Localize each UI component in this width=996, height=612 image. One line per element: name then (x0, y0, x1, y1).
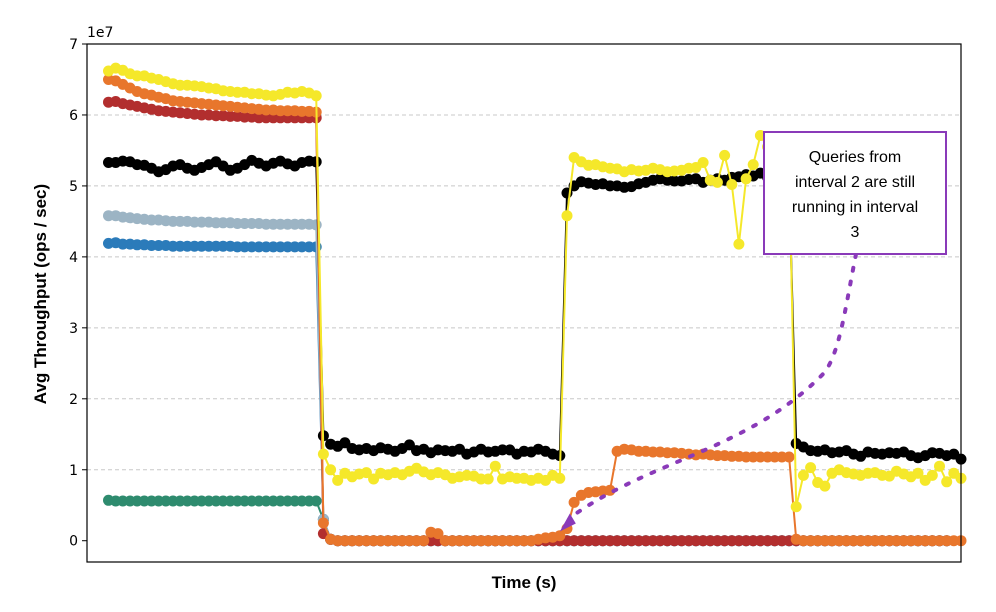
series-orange (103, 74, 967, 547)
data-point (941, 476, 953, 488)
y-tick-label: 6 (69, 108, 78, 124)
data-point (719, 149, 731, 161)
data-point (790, 501, 802, 513)
data-point (726, 179, 738, 190)
series-line-teal (108, 499, 947, 542)
data-point (332, 474, 344, 486)
series-line-blue (108, 241, 947, 542)
y-tick-label: 7 (69, 37, 78, 53)
annotation-text-line: 3 (851, 224, 860, 241)
series-yellow (103, 62, 967, 513)
data-point (934, 460, 945, 472)
data-point (783, 451, 795, 463)
data-point (310, 495, 322, 507)
y-tick-label: 0 (69, 534, 78, 550)
series-layer (103, 62, 967, 547)
data-point (432, 528, 444, 540)
annotation-arrow (569, 252, 858, 519)
data-point (819, 480, 831, 492)
data-point (310, 90, 322, 102)
y-tick-label: 5 (69, 179, 78, 195)
x-axis-label: Time (s) (492, 573, 557, 592)
y-tick-label: 4 (69, 250, 78, 266)
annotation-text-line: Queries from (809, 149, 901, 166)
y-tick-label: 2 (69, 392, 78, 408)
data-point (489, 460, 501, 472)
data-point (360, 467, 372, 479)
data-point (697, 157, 709, 168)
data-point (310, 219, 322, 231)
data-point (554, 530, 566, 542)
y-tick-label: 3 (69, 321, 78, 337)
y-axis-ticks: 0 1 2 3 4 5 6 7 (69, 37, 87, 550)
data-point (747, 159, 759, 171)
data-point (418, 535, 430, 547)
annotation-layer: Queries from interval 2 are still running … (559, 131, 947, 532)
y-offset-label: 1e7 (87, 25, 113, 41)
data-point (711, 176, 723, 188)
data-point (805, 462, 817, 474)
data-point (554, 472, 566, 484)
data-point (740, 173, 752, 185)
annotation-arrowhead (559, 513, 576, 532)
y-tick-label: 1 (69, 463, 78, 479)
data-point (317, 517, 329, 529)
annotation-text-line: running in interval (792, 199, 918, 216)
annotation-text-line: interval 2 are still (795, 174, 915, 191)
data-point (568, 496, 580, 508)
data-point (317, 448, 329, 460)
data-point (912, 467, 924, 479)
data-point (604, 484, 616, 496)
annotation-box (763, 131, 947, 255)
data-point (797, 469, 809, 481)
plot-frame (86, 43, 962, 563)
data-point (926, 469, 938, 481)
data-point (482, 473, 494, 485)
data-point (561, 210, 573, 222)
data-point (325, 464, 337, 476)
y-axis-label: Avg Throughput (ops / sec) (31, 184, 50, 404)
data-point (733, 238, 745, 250)
